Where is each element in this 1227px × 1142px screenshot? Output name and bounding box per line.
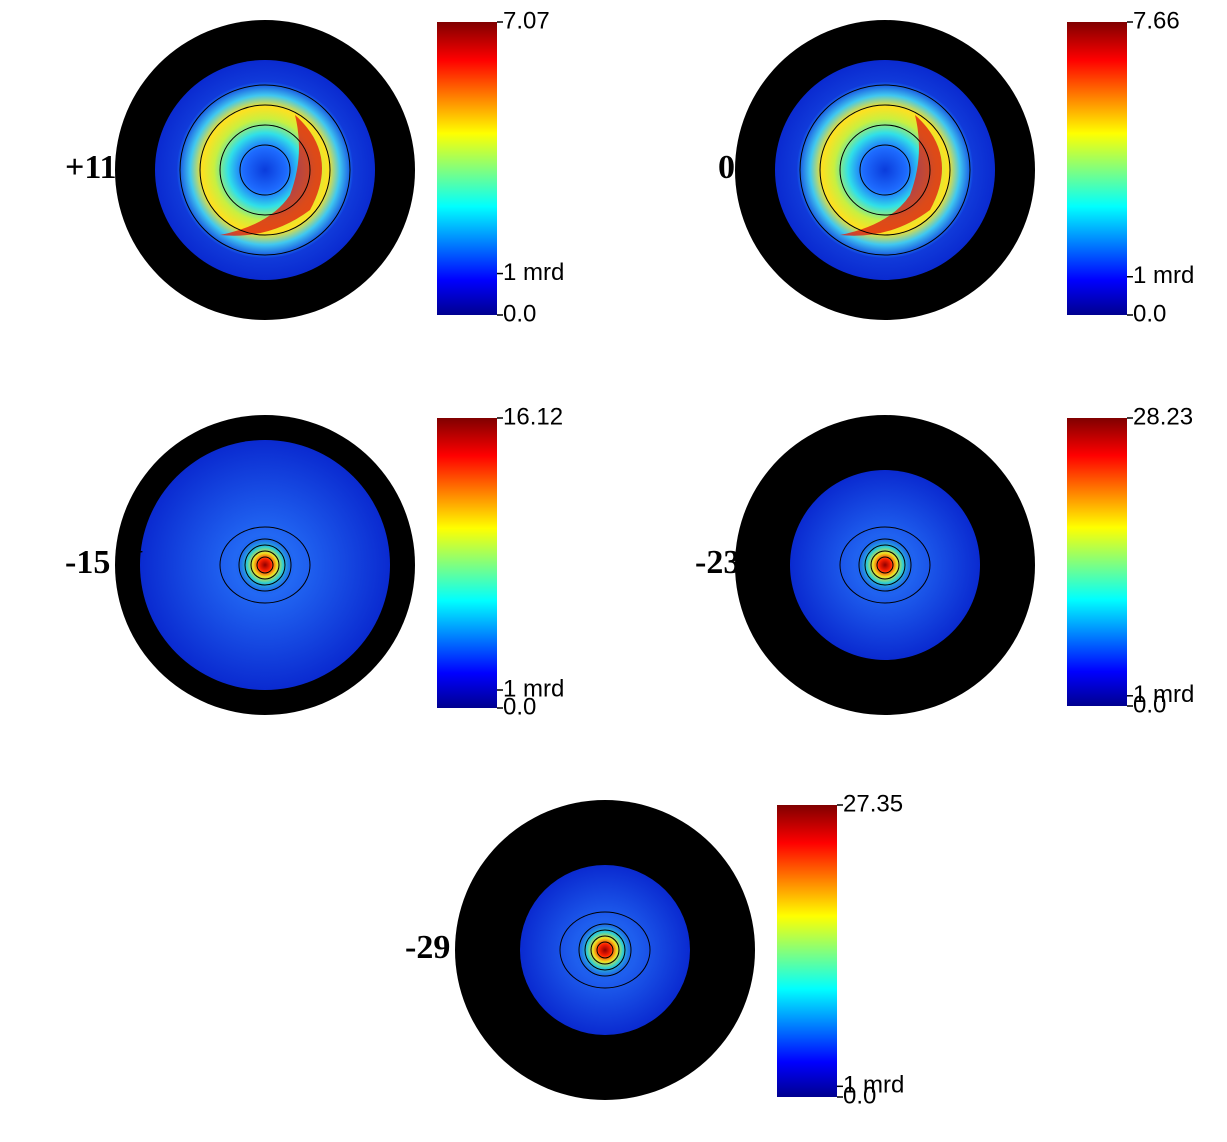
intensity-spot: [235, 535, 295, 595]
colorbar-tick-label: 0.0: [503, 693, 536, 720]
colorbar-tick-label: 1 mrd: [1133, 681, 1194, 708]
colorbar-tick-label: 0.0: [1133, 300, 1166, 327]
colorbar-tick-label: 0.0: [503, 300, 536, 327]
contour-line: [199, 104, 331, 236]
contour-line: [858, 538, 912, 592]
intensity-spot: [855, 535, 915, 595]
panel-label: 0 V: [718, 149, 768, 186]
panel: -29 V 0.01 mrd 27.35: [405, 790, 904, 1109]
panel-label: -29 V: [405, 929, 483, 966]
intensity-ring: [177, 82, 353, 258]
colorbar-tick-label: 0.0: [1133, 691, 1166, 718]
contour-line: [256, 556, 274, 574]
contour-line: [179, 84, 351, 256]
panel: -15 V 0.01 mrd 16.12: [65, 403, 564, 720]
colorbar: [777, 805, 837, 1097]
contour-line: [596, 941, 614, 959]
contour-line: [859, 144, 911, 196]
colorbar-tick-label: 27.35: [843, 790, 903, 817]
intensity-ring: [797, 82, 973, 258]
panel: +11 V 0.0 1 mrd 7.07: [65, 7, 564, 327]
contour-line: [870, 550, 900, 580]
intensity-lobe: [840, 115, 942, 236]
colorbar: [437, 22, 497, 315]
contour-line: [578, 923, 632, 977]
intensity-halo: [839, 526, 931, 604]
contour-line: [584, 929, 626, 971]
colorbar: [1067, 22, 1127, 315]
panel: -23 V 0.01 mrd 28.23: [695, 403, 1194, 718]
colorbar: [437, 418, 497, 708]
contour-line: [250, 550, 280, 580]
contour-line: [864, 544, 906, 586]
panel: 0 V 0.0 1 mrd 7.66: [718, 7, 1194, 327]
contour-line: [839, 124, 931, 216]
colorbar-tick-label: 7.07: [503, 7, 550, 34]
colorbar: [1067, 418, 1127, 706]
contour-line: [239, 144, 291, 196]
intensity-spot: [575, 920, 635, 980]
colorbar-tick-label: 16.12: [503, 403, 563, 430]
intensity-lobe: [220, 115, 322, 236]
colorbar-tick-label: 1 mrd: [503, 259, 564, 286]
colorbar-tick-label: 0.0: [843, 1082, 876, 1109]
contour-line: [819, 104, 951, 236]
colorbar-tick-label: 1 mrd: [1133, 262, 1194, 289]
colorbar-tick-label: 7.66: [1133, 7, 1180, 34]
contour-line: [238, 538, 292, 592]
colorbar-tick-label: 28.23: [1133, 403, 1193, 430]
panel-label: -15 V: [65, 544, 143, 581]
contour-line: [876, 556, 894, 574]
intensity-halo: [219, 526, 311, 604]
panel-label: -23 V: [695, 544, 773, 581]
contour-line: [219, 124, 311, 216]
colorbar-tick-label: 1 mrd: [843, 1072, 904, 1099]
contour-line: [590, 935, 620, 965]
colorbar-tick-label: 1 mrd: [503, 675, 564, 702]
contour-line: [244, 544, 286, 586]
panel-label: +11 V: [65, 149, 149, 186]
intensity-halo: [559, 911, 651, 989]
contour-line: [799, 84, 971, 256]
